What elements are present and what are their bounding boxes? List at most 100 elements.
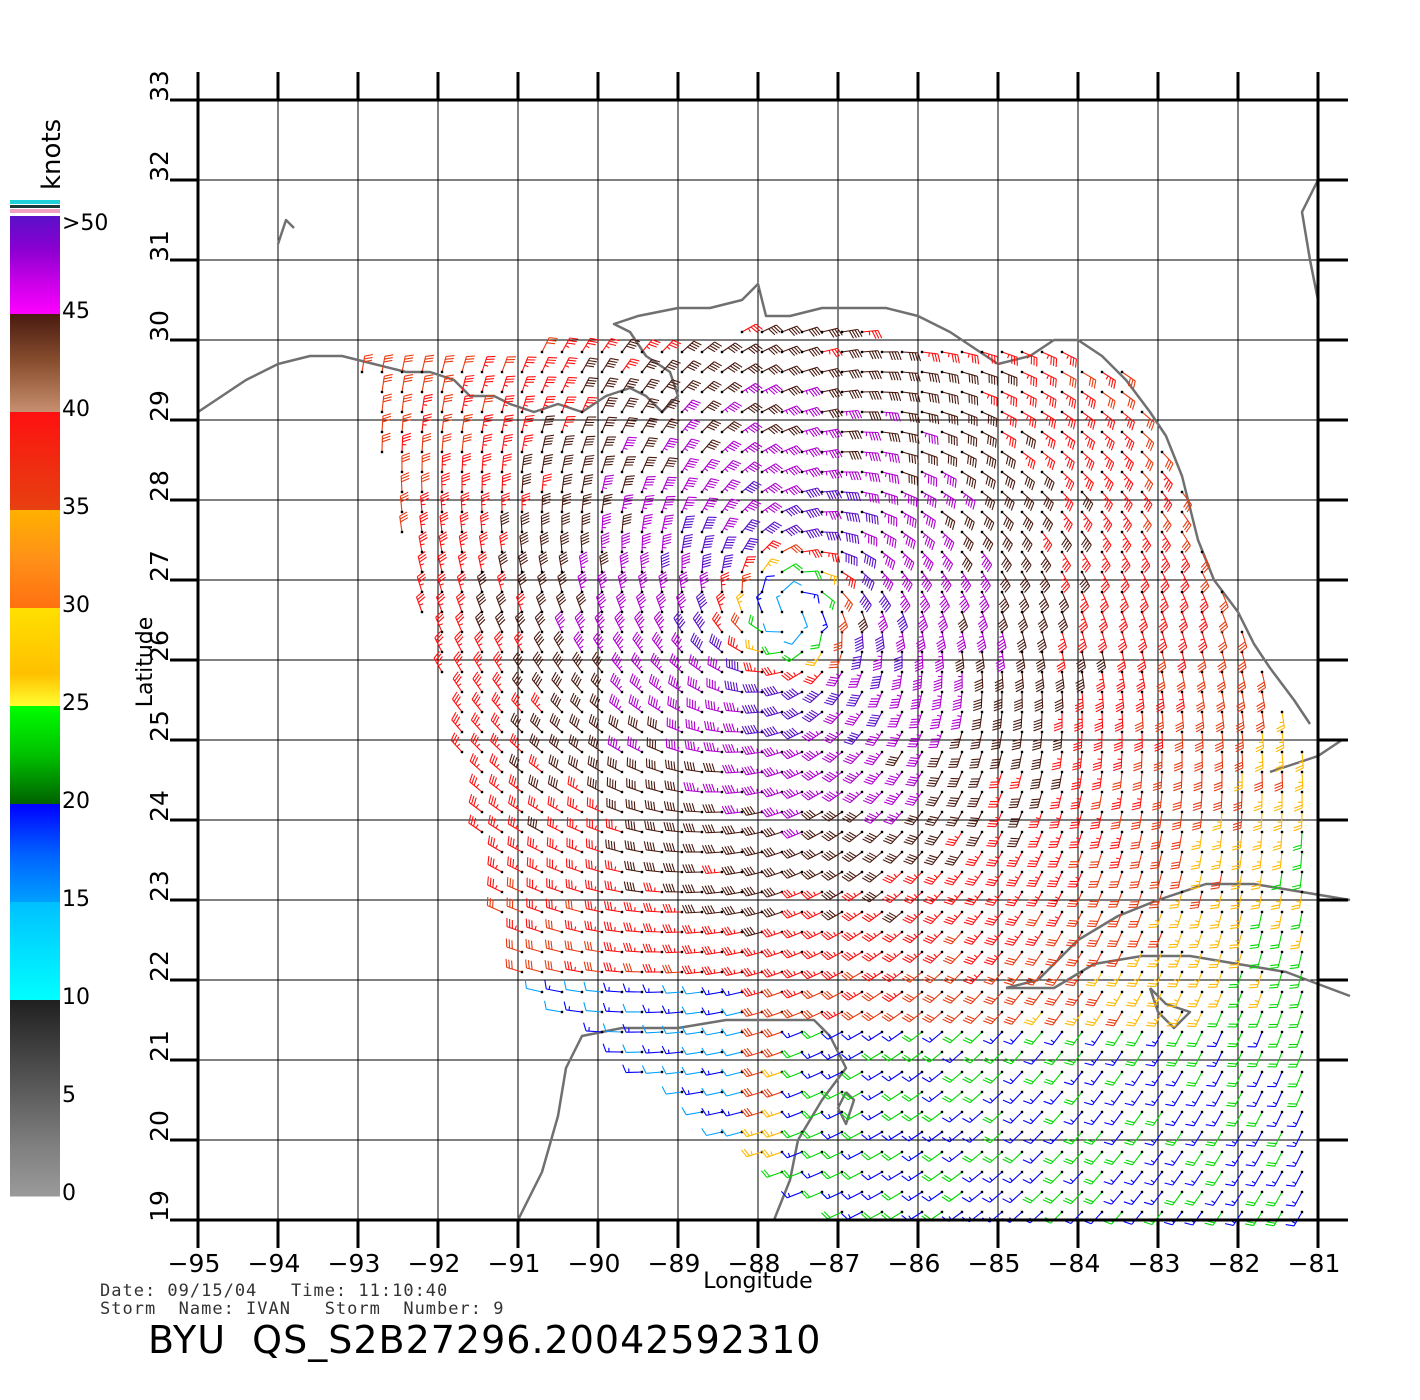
wind-barb-feather [623,901,627,911]
wind-barb-feather [823,1211,831,1218]
wind-barb-dot [880,950,884,954]
wind-barb-feather [1212,1041,1217,1045]
wind-barb [861,890,884,903]
wind-barb-feather [881,1174,889,1181]
wind-barb [683,761,704,774]
wind-barb-feather [1209,926,1218,929]
wind-barb-feather [1004,962,1013,966]
wind-barb-feather [841,1034,849,1041]
wind-barb-feather [594,825,598,830]
wind-barb-dot [480,790,484,794]
wind-barb-dot [800,1070,804,1074]
wind-barb-dot [920,830,924,834]
wind-barb-dot [1260,1150,1264,1154]
wind-barb-feather [793,990,796,995]
wind-barb-feather [708,763,713,772]
wind-barb-dot [1280,1010,1284,1014]
wind-barb-dot [960,1110,964,1114]
wind-barb-dot [1180,1050,1184,1054]
wind-barb-dot [660,990,664,994]
wind-barb-feather [1149,904,1159,906]
wind-barb-feather [1169,906,1178,909]
wind-barb-feather [682,823,687,832]
wind-barb-feather [1286,1145,1296,1148]
wind-barb-feather [924,937,934,942]
wind-barb-feather [901,1036,910,1043]
wind-barb-feather [1042,1199,1051,1204]
wind-barb-dot [1260,1210,1264,1214]
wind-barb-dot [920,950,924,954]
wind-barb-feather [760,910,768,918]
wind-barb-dot [1020,770,1024,774]
wind-barb [926,770,944,787]
wind-barb-dot [980,810,984,814]
wind-barb-feather [547,960,550,970]
wind-barb [527,815,544,834]
wind-barb [801,930,824,940]
wind-barb [962,1090,984,1104]
wind-barb-dot [1300,830,1304,834]
wind-barb-dot [680,1090,684,1094]
wind-barb-feather [1150,1199,1155,1203]
wind-barb-feather [469,773,474,782]
wind-barb-dot [1040,1170,1044,1174]
wind-barb-feather [848,1054,852,1059]
wind-barb-feather [1005,999,1014,1003]
wind-barb-feather [1265,1204,1275,1207]
wind-barb-dot [1160,870,1164,874]
wind-barb [965,830,984,847]
wind-barb [881,1010,904,1022]
wind-barb-feather [550,776,554,786]
wind-barb [962,1050,984,1064]
wind-barb-feather [1146,1120,1155,1124]
wind-barb-feather [741,1149,748,1158]
wind-barb-feather [664,964,670,974]
wind-barb-dot [660,970,664,974]
wind-barb-feather [982,1197,991,1203]
wind-barb-feather [668,903,673,913]
wind-barb [881,1110,904,1122]
wind-barb [1166,1010,1184,1027]
wind-barb [1063,1130,1084,1145]
wind-barb-feather [707,1010,710,1015]
wind-barb [1124,1110,1144,1126]
wind-barb-feather [904,821,913,826]
wind-barb [760,968,784,978]
wind-barb [961,1170,984,1183]
wind-barb-dot [720,1050,724,1054]
wind-barb-feather [964,882,974,886]
wind-barb-feather [1068,846,1078,849]
wind-barb-feather [1065,1099,1074,1103]
wind-barb-dot [940,1130,944,1134]
wind-barb-feather [1125,1024,1135,1027]
wind-barb-feather [488,773,493,783]
wind-barb-feather [906,1013,915,1019]
wind-barb [1086,950,1104,967]
wind-barb-dot [820,990,824,994]
wind-barb-feather [554,905,557,910]
wind-barb-feather [962,1157,970,1163]
wind-barb [1229,930,1244,949]
wind-barb [721,1108,744,1117]
wind-barb-feather [1266,1125,1276,1128]
wind-barb [587,776,604,794]
wind-barb-dot [800,970,804,974]
wind-barb-feather [1225,1144,1235,1147]
wind-barb-feather [1068,919,1078,922]
wind-barb-staff [526,987,543,993]
wind-barb-feather [552,798,555,808]
wind-barb-feather [1089,920,1098,922]
wind-barb-dot [1140,790,1144,794]
wind-barb-feather [926,955,935,960]
wind-barb-feather [1086,1001,1096,1004]
wind-barb-dot [1080,950,1084,954]
wind-barb-staff [1031,1051,1043,1065]
wind-barb [1124,1090,1144,1106]
wind-barb-feather [1043,1100,1052,1105]
wind-barb-feather [743,988,750,996]
wind-barb [1064,1030,1084,1046]
wind-barb-dot [840,890,844,894]
wind-barb-feather [961,1197,970,1203]
wind-barb-dot [560,870,564,874]
wind-barb-dot [1220,910,1224,914]
